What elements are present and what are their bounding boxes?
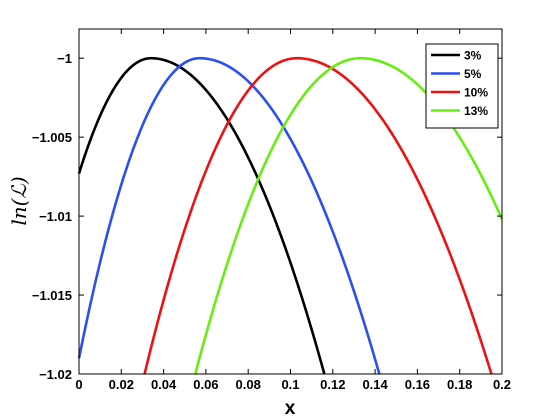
x-tick-label: 0.1 <box>281 377 299 392</box>
x-axis-label: x <box>285 398 296 419</box>
x-tick-label: 0 <box>75 377 82 392</box>
series-layer <box>77 56 504 375</box>
legend-entry-label: 13% <box>464 104 488 118</box>
y-tick-label: −1.02 <box>39 367 72 382</box>
x-tick-label: 0.14 <box>362 377 388 392</box>
x-tick-label: 0.08 <box>236 377 261 392</box>
legend-entry-label: 5% <box>464 67 482 81</box>
x-tick-label: 0.06 <box>193 377 218 392</box>
x-tick-label: 0.02 <box>109 377 134 392</box>
y-tick-label: −1 <box>57 51 72 66</box>
series-line-1 <box>77 56 326 375</box>
legend: 3% 5% 10% 13% <box>425 43 499 129</box>
x-tick-label: 0.18 <box>447 377 472 392</box>
y-tick-label: −1.005 <box>32 130 72 145</box>
y-tick-label: −1.01 <box>39 209 72 224</box>
legend-entry-label: 10% <box>464 86 488 100</box>
legend-entry-label: 3% <box>464 49 482 63</box>
series-line-3 <box>143 56 493 375</box>
y-tick-label: −1.015 <box>32 288 72 303</box>
x-tick-label: 0.12 <box>320 377 345 392</box>
x-tick-label: 0.2 <box>493 377 511 392</box>
x-tick-label: 0.04 <box>151 377 177 392</box>
tick-layer: 0 0.02 0.04 0.06 0.08 0.1 0.12 0.14 0.16 0.18 0.2 −… <box>32 29 511 392</box>
y-axis-label: ln(ℒ) <box>7 176 31 225</box>
x-tick-label: 0.16 <box>405 377 430 392</box>
series-line-2 <box>77 56 381 375</box>
legend-box <box>425 43 499 129</box>
